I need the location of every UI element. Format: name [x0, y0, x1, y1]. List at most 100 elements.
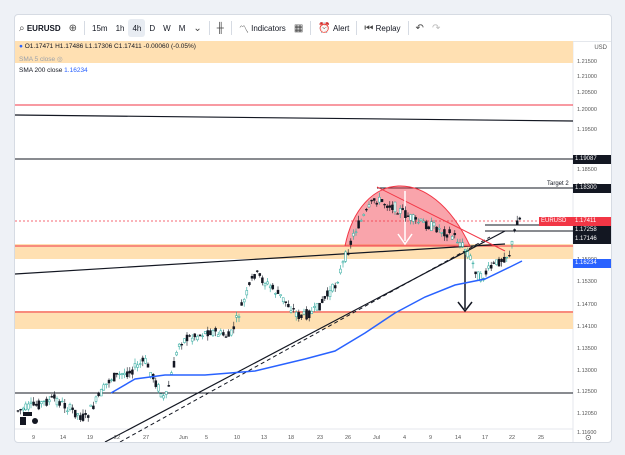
candle-body [362, 214, 366, 216]
time-tick-label: 9 [32, 435, 35, 441]
candle-body [320, 299, 324, 303]
candle-body [430, 221, 433, 231]
candle-body [258, 273, 262, 276]
interval-dropdown[interactable]: ⌄ [189, 19, 205, 37]
currency-label[interactable]: USD [594, 45, 607, 51]
settings-icon[interactable]: ⊙ [585, 433, 592, 442]
level-pill-18300: 1.18300 [573, 184, 611, 193]
candle-body [94, 396, 98, 402]
layouts-button[interactable]: ▦ [290, 19, 307, 37]
candle-body [487, 265, 490, 269]
candle-body [110, 379, 113, 381]
interval-1h[interactable]: 1h [112, 19, 129, 37]
candle-body [445, 234, 449, 238]
candle-body [84, 413, 87, 415]
ohlc-values: O1.17471 H1.17486 L1.17306 C1.17411 -0.0… [24, 43, 196, 50]
candle-body [508, 255, 511, 257]
candle-body [385, 205, 389, 208]
candle-body [120, 373, 124, 375]
candle-body [170, 372, 173, 375]
undo-icon: ↶ [415, 22, 424, 34]
candle-body [196, 336, 199, 341]
candle-body [102, 384, 106, 391]
time-tick-label: 26 [345, 435, 351, 441]
candle-body [344, 251, 347, 262]
symbol-search[interactable]: ⌕ EURUSD [15, 19, 65, 37]
alert-button[interactable]: ⏰ Alert [314, 19, 353, 37]
chart-type-button[interactable]: ╫ [213, 19, 228, 37]
interval-label: D [149, 23, 156, 33]
price-tick-label: 1.18500 [577, 167, 597, 173]
ohlc-legend: ● O1.17471 H1.17486 L1.17306 C1.17411 -0… [19, 43, 196, 50]
candle-body [235, 315, 238, 318]
time-tick-label: Jul [373, 435, 380, 441]
rising-wedge-line [15, 243, 506, 275]
top-toolbar: ⌕ EURUSD ⊕ 15m 1h 4h D W M ⌄ ╫ 〽 Indicat… [15, 15, 611, 42]
candle-body [112, 372, 116, 382]
divider [230, 21, 232, 35]
grid-icon: ▦ [293, 22, 304, 34]
sma-200-line [110, 260, 523, 394]
candle-body [105, 383, 108, 385]
candle-body [177, 343, 181, 347]
candle-body [359, 220, 363, 222]
candle-body [284, 301, 288, 303]
candle-body [489, 264, 493, 269]
price-tick-label: 1.19500 [577, 127, 597, 133]
time-tick-label: 27 [143, 435, 149, 441]
candle-body [209, 330, 212, 336]
candle-body [131, 369, 134, 375]
candle-body [349, 240, 353, 245]
candle-body [128, 370, 132, 374]
candle-body [164, 391, 168, 395]
interval-15m[interactable]: 15m [88, 19, 112, 37]
candle-body [287, 303, 290, 308]
candle-body [463, 249, 467, 252]
candle-body [495, 259, 498, 265]
sma200-label: SMA 200 close [19, 67, 63, 74]
interval-m[interactable]: M [175, 19, 190, 37]
candle-body [19, 409, 22, 411]
candle-body [263, 283, 267, 287]
support-zone-mid [15, 244, 573, 259]
candle-body [261, 277, 264, 284]
price-tick-label: 1.15300 [577, 279, 597, 285]
candle-body [393, 201, 397, 213]
candle-body [229, 329, 233, 336]
current-price-pill: 1.17411 [573, 217, 611, 226]
interval-d[interactable]: D [145, 19, 159, 37]
candle-body [50, 396, 54, 398]
price-chart[interactable]: Target 2 1.21500 1.21000 1.20500 1.20000 1.1… [15, 41, 611, 442]
candle-body [154, 380, 158, 387]
chart-area[interactable]: Target 2 1.21500 1.21000 1.20500 1.20000 1.1… [15, 41, 611, 442]
candle-body [474, 271, 477, 275]
candle-body [180, 344, 184, 346]
candle-body [307, 310, 311, 319]
candle-body [162, 395, 165, 399]
candle-body [237, 316, 241, 318]
candle-body [492, 262, 496, 264]
candle-body [206, 330, 210, 337]
candle-body [253, 274, 256, 279]
indicators-button[interactable]: 〽 Indicators [235, 19, 290, 37]
redo-button[interactable]: ↷ [428, 19, 444, 37]
time-tick-label: 23 [317, 435, 323, 441]
price-tick-label: 1.21500 [577, 59, 597, 65]
candle-body [469, 255, 472, 260]
time-tick-label: 17 [482, 435, 488, 441]
candle-body [188, 335, 191, 337]
candle-body [414, 217, 418, 220]
replay-button[interactable]: ⏮ Replay [360, 19, 404, 37]
candle-body [383, 203, 386, 206]
interval-4h[interactable]: 4h [128, 19, 146, 37]
interval-w[interactable]: W [159, 19, 175, 37]
candle-body [294, 311, 298, 317]
undo-button[interactable]: ↶ [412, 19, 428, 37]
candle-body [115, 372, 119, 375]
compare-button[interactable]: ⊕ [65, 19, 81, 37]
price-tick-label: 1.20000 [577, 107, 597, 113]
candle-body [185, 334, 189, 342]
eye-off-icon[interactable]: ◎ [56, 56, 63, 63]
candle-body [484, 270, 488, 275]
candle-body [159, 393, 163, 398]
